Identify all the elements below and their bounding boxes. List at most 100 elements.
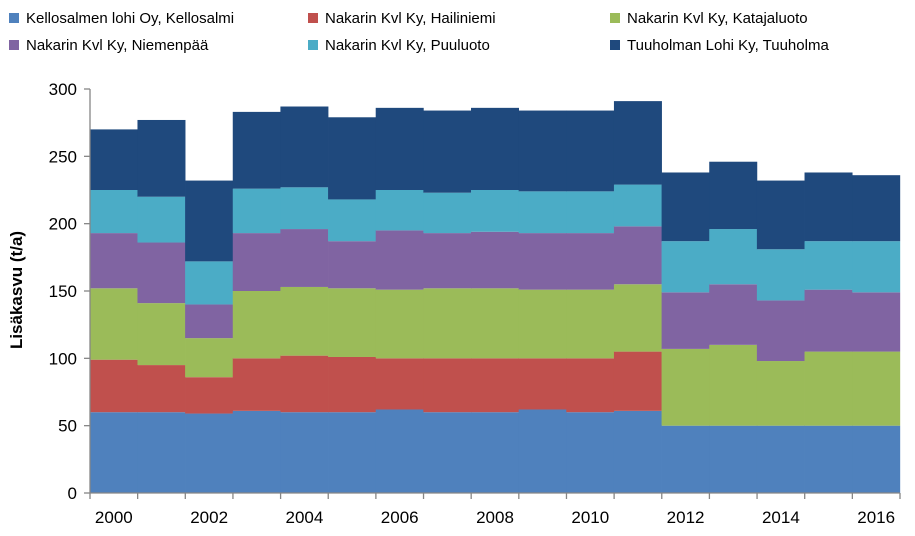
bar-segment-2004-series-2 (280, 355, 329, 413)
bar-segment-2005-series-5 (328, 199, 377, 242)
bar-segment-2012-series-6 (661, 172, 710, 242)
bar-segment-2013-series-4 (709, 284, 758, 345)
bar-segment-2014-series-3 (756, 361, 805, 426)
bar-segment-2001-series-2 (137, 365, 186, 413)
bar-segment-2001-series-1 (137, 412, 186, 493)
legend-swatch (308, 40, 318, 50)
bar-segment-2012-series-4 (661, 292, 710, 349)
bar-segment-2009-series-6 (518, 110, 567, 192)
bar-segment-2002-series-4 (185, 304, 234, 339)
bar-segment-2011-series-5 (613, 184, 662, 227)
bar-segment-2000-series-4 (89, 233, 138, 289)
legend-label: Kellosalmen lohi Oy, Kellosalmi (26, 10, 234, 27)
bar-segment-2015-series-3 (804, 351, 853, 426)
bar-segment-2002-series-3 (185, 338, 234, 378)
bar-segment-2003-series-6 (232, 111, 281, 189)
bar-segment-2010-series-3 (566, 289, 615, 359)
bar-segment-2016-series-4 (852, 292, 901, 352)
bar-segment-2008-series-2 (471, 358, 519, 413)
bar-segment-2004-series-1 (280, 412, 329, 493)
bar-segment-2004-series-5 (280, 187, 329, 230)
bar-segment-2011-series-4 (613, 226, 662, 285)
bar-segment-2010-series-1 (566, 412, 615, 493)
bar-segment-2009-series-5 (518, 191, 567, 234)
bar-segment-2008-series-6 (471, 107, 519, 190)
y-tick-label: 300 (49, 80, 77, 99)
bar-segment-2009-series-4 (518, 233, 567, 290)
legend-swatch (610, 13, 620, 23)
bar-segment-2008-series-3 (471, 288, 519, 359)
x-tick-label: 2016 (857, 508, 895, 527)
bar-segment-2000-series-1 (89, 412, 138, 493)
bar-segment-2008-series-1 (471, 412, 519, 493)
bar-segment-2012-series-3 (661, 348, 710, 426)
bar-segment-2010-series-5 (566, 191, 615, 234)
bar-segment-2016-series-6 (852, 175, 901, 242)
bar-segment-2016-series-1 (852, 425, 901, 493)
bar-segment-2003-series-1 (232, 410, 281, 493)
bar-segment-2014-series-6 (756, 180, 805, 250)
y-tick-label: 0 (68, 484, 77, 503)
bar-segment-2014-series-4 (756, 300, 805, 362)
y-tick-label: 150 (49, 282, 77, 301)
legend-label: Nakarin Kvl Ky, Hailiniemi (325, 10, 496, 27)
x-tick-label: 2012 (667, 508, 705, 527)
x-tick-label: 2000 (95, 508, 133, 527)
bar-segment-2006-series-3 (375, 289, 424, 359)
bar-segment-2000-series-3 (89, 288, 138, 360)
bar-segment-2004-series-4 (280, 229, 329, 287)
bar-segment-2013-series-3 (709, 344, 758, 426)
bar-segment-2010-series-4 (566, 233, 615, 290)
x-tick-label: 2006 (381, 508, 419, 527)
bar-segment-2002-series-2 (185, 377, 234, 414)
y-axis-label: Lisäkasvu (t/a) (7, 231, 26, 349)
bar-segment-2013-series-6 (709, 161, 758, 230)
bar-segment-2002-series-5 (185, 261, 234, 305)
legend-label: Tuuholman Lohi Ky, Tuuholma (627, 37, 829, 54)
x-tick-label: 2014 (762, 508, 800, 527)
bar-segment-2003-series-5 (232, 188, 281, 234)
bar-segment-2009-series-2 (518, 358, 567, 410)
bar-segment-2009-series-3 (518, 289, 567, 359)
bar-segment-2014-series-1 (756, 425, 805, 493)
legend-swatch (9, 13, 19, 23)
y-tick-label: 50 (58, 417, 77, 436)
bar-segment-2006-series-1 (375, 409, 424, 493)
x-tick-label: 2010 (571, 508, 609, 527)
bar-segment-2011-series-6 (613, 101, 662, 185)
y-tick-label: 100 (49, 349, 77, 368)
bar-segment-2001-series-4 (137, 242, 186, 304)
bar-segment-2016-series-5 (852, 241, 901, 293)
axes: 0 50 100 150 200 250 300 2000 2002 2004 2006 2008 20… (49, 80, 901, 527)
bar-segment-2005-series-6 (328, 117, 377, 200)
bar-segment-2015-series-6 (804, 172, 853, 242)
bar-segment-2014-series-5 (756, 249, 805, 301)
legend-label: Nakarin Kvl Ky, Niemenpää (26, 37, 209, 54)
bar-segment-2007-series-6 (423, 110, 472, 193)
bars (89, 101, 901, 493)
bar-segment-2004-series-3 (280, 286, 329, 356)
bar-segment-2010-series-2 (566, 358, 615, 413)
bar-segment-2007-series-2 (423, 358, 472, 413)
bar-segment-2001-series-3 (137, 303, 186, 366)
bar-segment-2000-series-2 (89, 359, 138, 413)
bar-segment-2000-series-5 (89, 190, 138, 234)
bar-segment-2011-series-2 (613, 351, 662, 411)
bar-segment-2011-series-1 (613, 410, 662, 493)
legend-swatch (610, 40, 620, 50)
bar-segment-2002-series-1 (185, 413, 234, 493)
bar-segment-2006-series-4 (375, 230, 424, 290)
bar-segment-2006-series-6 (375, 107, 424, 190)
legend-label: Nakarin Kvl Ky, Puuluoto (325, 37, 490, 54)
bar-segment-2003-series-3 (232, 291, 281, 359)
bar-segment-2005-series-4 (328, 241, 377, 289)
legend-label: Nakarin Kvl Ky, Katajaluoto (627, 10, 808, 27)
bar-segment-2008-series-4 (471, 231, 519, 289)
x-tick-label: 2002 (190, 508, 228, 527)
bar-segment-2009-series-1 (518, 409, 567, 493)
y-tick-label: 200 (49, 215, 77, 234)
bar-segment-2011-series-3 (613, 284, 662, 352)
bar-segment-2001-series-6 (137, 119, 186, 197)
